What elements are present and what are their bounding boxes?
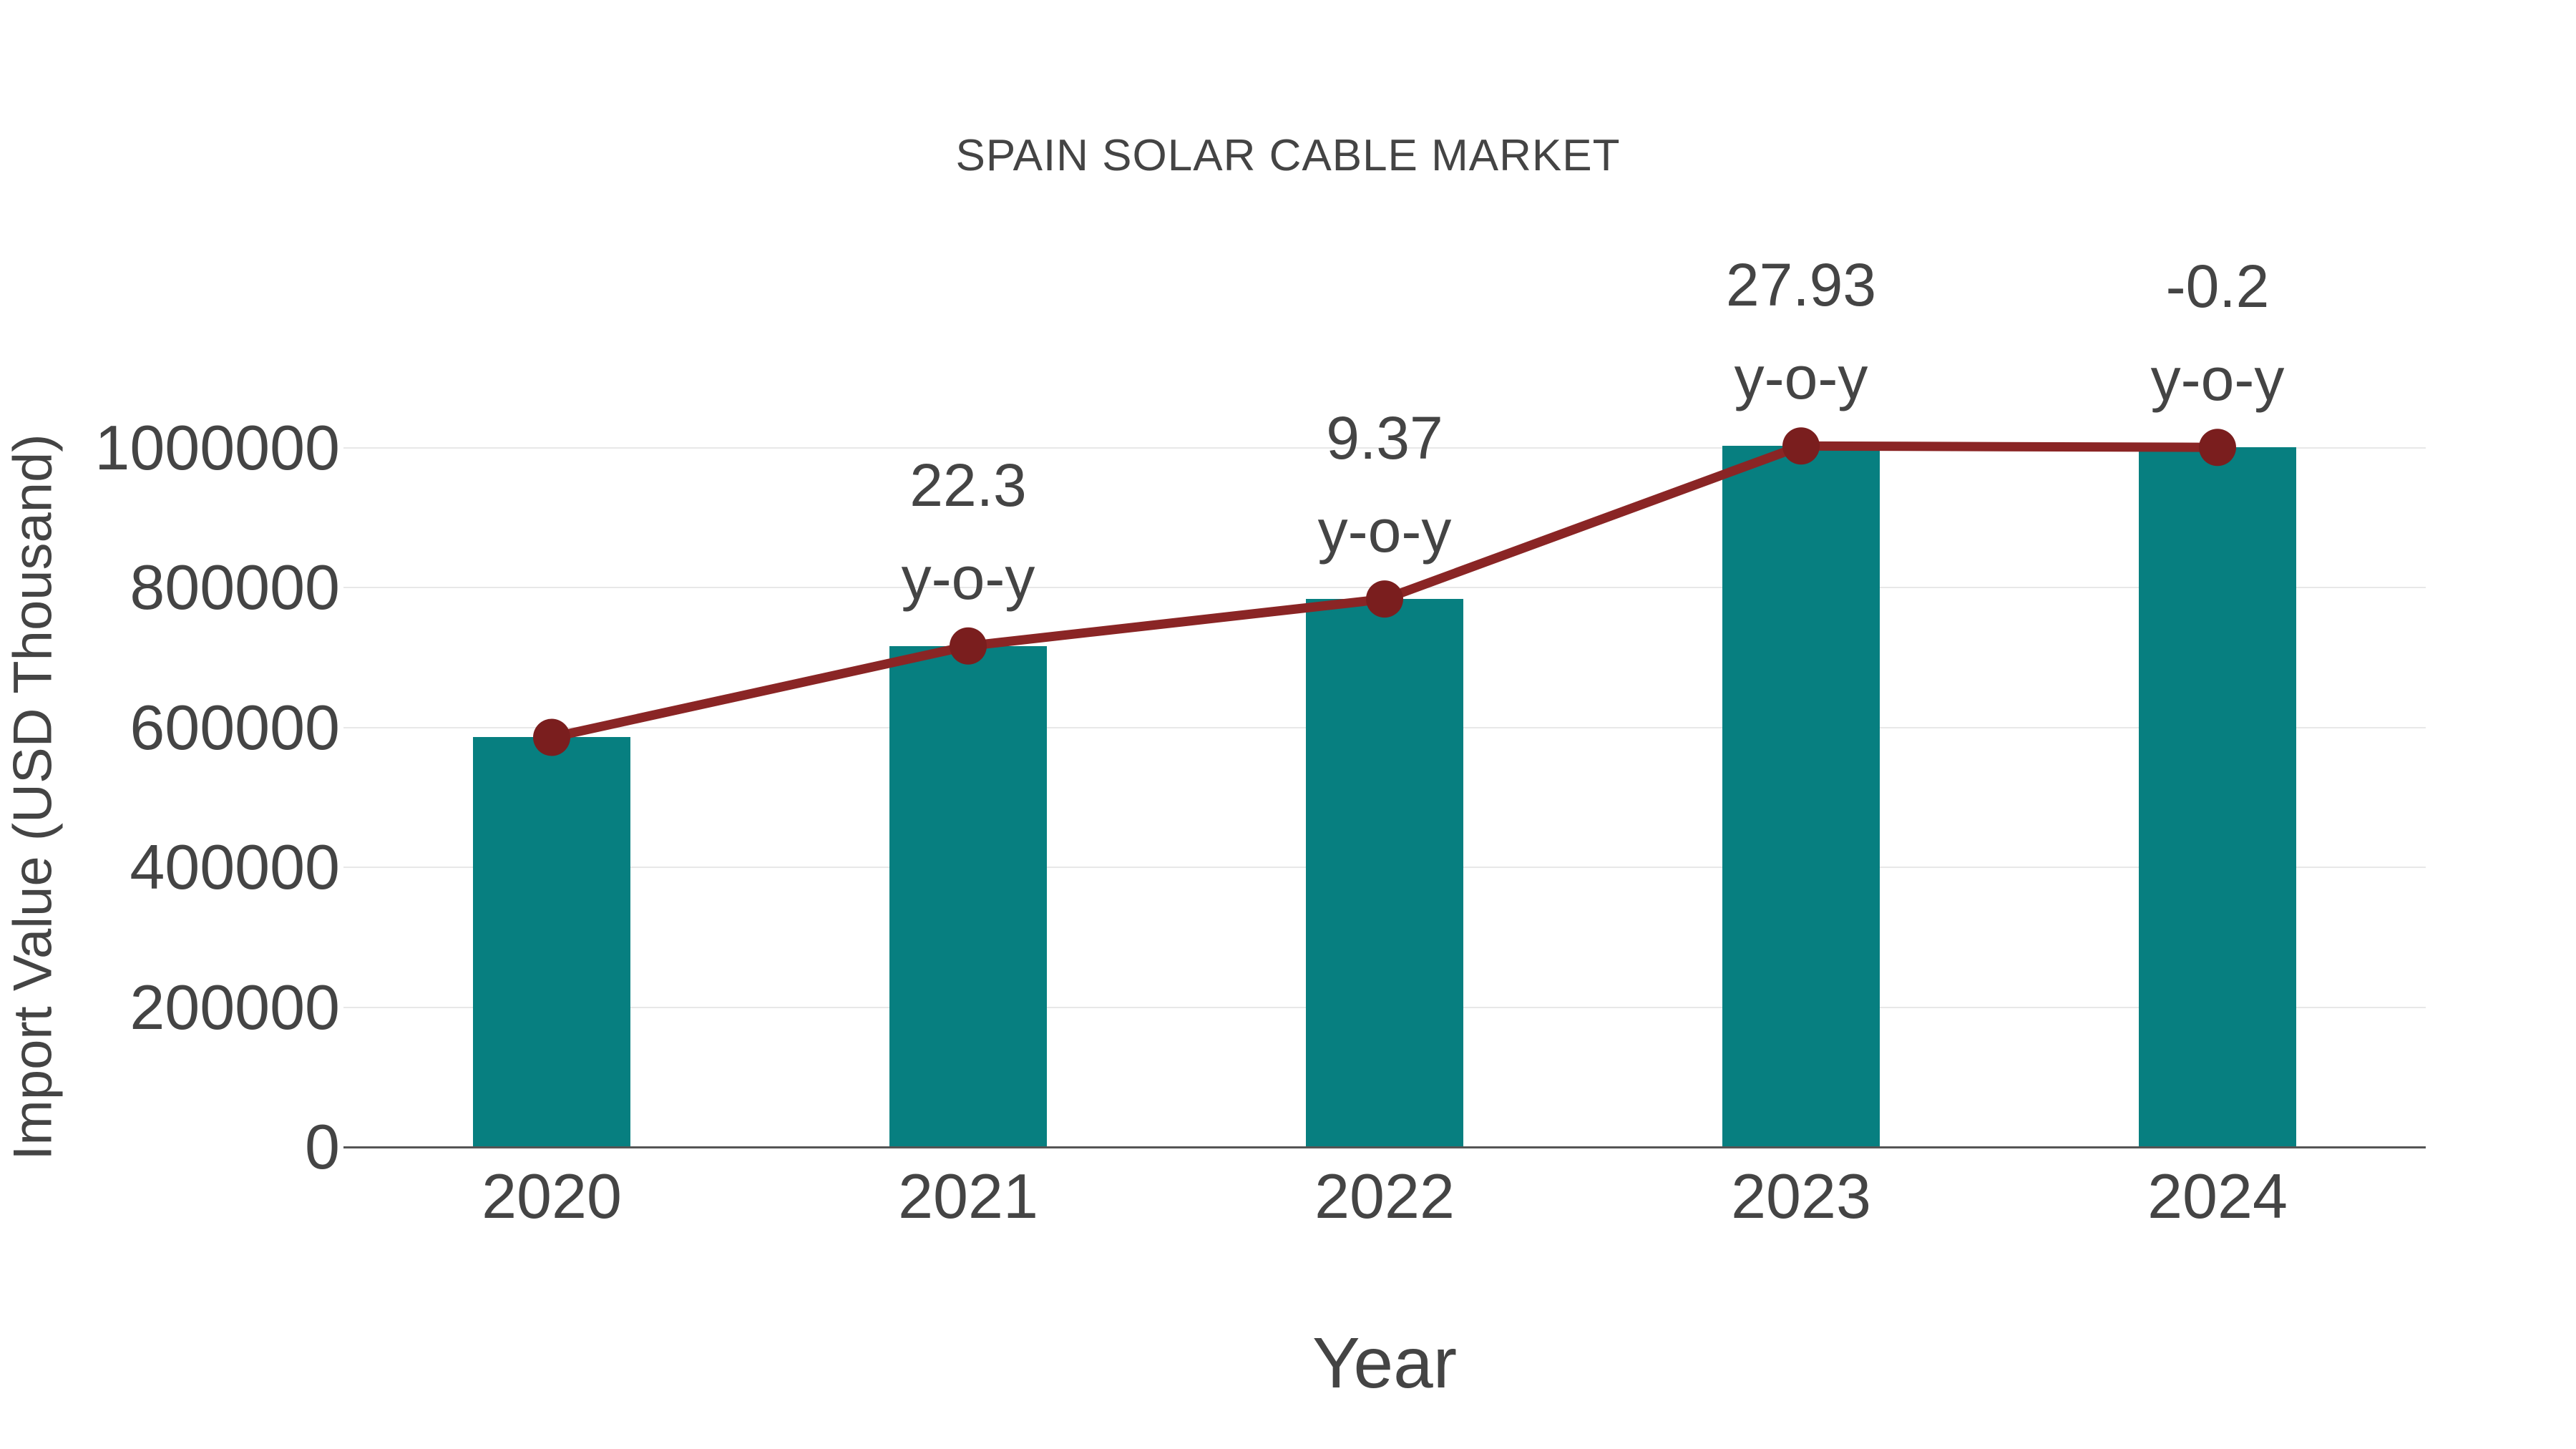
annotation-value-2021: 22.3	[909, 451, 1027, 519]
annotation-value-2023: 27.93	[1725, 251, 1877, 319]
y-tick-label-800000: 800000	[130, 552, 340, 623]
x-tick-label-2023: 2023	[1731, 1161, 1871, 1231]
annotation-value-2024: -0.2	[2165, 253, 2270, 321]
annotation-2022: 9.37 y-o-y	[1318, 391, 1452, 577]
annotation-2024: -0.2 y-o-y	[2151, 240, 2285, 426]
y-tick-label-200000: 200000	[130, 971, 340, 1043]
data-point-2024	[2199, 429, 2236, 467]
x-axis-title: Year	[1312, 1323, 1458, 1403]
annotation-suffix-2023: y-o-y	[1734, 344, 1868, 412]
x-axis-line	[343, 1146, 2426, 1148]
y-tick-label-1000000: 1000000	[94, 412, 340, 483]
annotation-2021: 22.3 y-o-y	[902, 439, 1035, 625]
annotation-suffix-2024: y-o-y	[2150, 346, 2285, 414]
y-tick-label-0: 0	[305, 1111, 340, 1182]
bar-2020	[473, 737, 630, 1147]
annotation-suffix-2022: y-o-y	[1317, 497, 1452, 565]
data-point-2020	[533, 718, 570, 756]
x-tick-label-2022: 2022	[1314, 1161, 1455, 1231]
x-tick-label-2024: 2024	[2147, 1161, 2288, 1231]
data-point-2022	[1366, 580, 1403, 618]
chart-title: SPAIN SOLAR CABLE MARKET	[955, 131, 1621, 180]
data-point-2021	[950, 627, 987, 665]
gridline-1000000	[343, 447, 2426, 449]
bar-2024	[2139, 447, 2296, 1147]
x-tick-label-2021: 2021	[898, 1161, 1038, 1231]
data-point-2023	[1782, 427, 1820, 465]
bar-2023	[1722, 446, 1880, 1147]
bar-2022	[1306, 599, 1463, 1147]
y-tick-label-400000: 400000	[130, 831, 340, 903]
annotation-2023: 27.93 y-o-y	[1726, 238, 1876, 424]
annotation-suffix-2021: y-o-y	[901, 544, 1035, 612]
bar-2021	[889, 645, 1047, 1147]
y-tick-label-600000: 600000	[130, 691, 340, 763]
annotation-value-2022: 9.37	[1326, 404, 1443, 472]
x-tick-label-2020: 2020	[482, 1161, 622, 1231]
